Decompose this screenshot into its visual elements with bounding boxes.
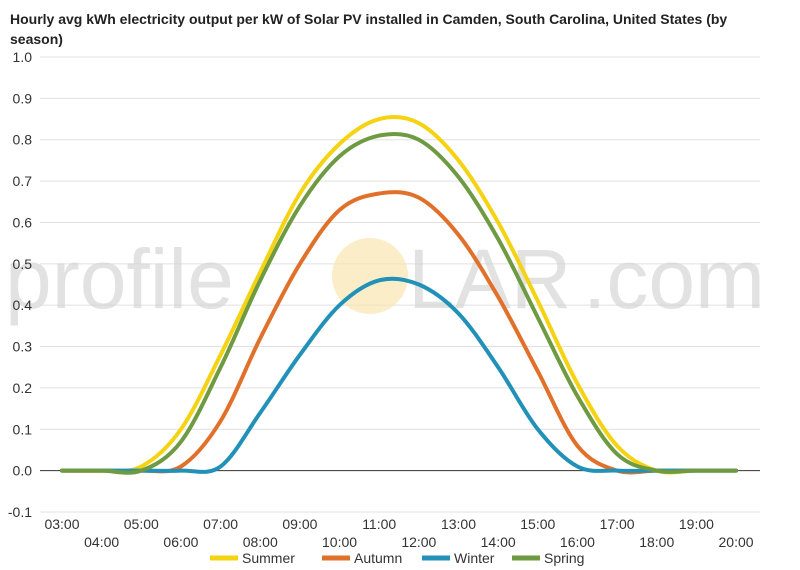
legend-label-winter: Winter [454, 550, 495, 566]
legend: Summer Autumn Winter Spring [210, 550, 584, 566]
x-tick-label: 18:00 [639, 534, 674, 550]
x-tick-label: 17:00 [600, 516, 635, 532]
y-tick-label: 0.8 [13, 132, 33, 148]
series-line-winter [60, 276, 739, 474]
x-tick-label: 14:00 [481, 534, 516, 550]
series-lines [60, 115, 739, 475]
watermark-right: .com [583, 232, 765, 326]
y-axis: 1.0 0.9 0.8 0.7 0.6 0.5 0.4 0.3 0.2 0.1 0.0 -0.1 [8, 49, 32, 520]
y-tick-label: 0.7 [13, 173, 33, 189]
legend-label-autumn: Autumn [354, 550, 402, 566]
x-tick-label: 06:00 [163, 534, 198, 550]
y-tick-label: 0.9 [13, 90, 33, 106]
x-tick-label: 07:00 [203, 516, 238, 532]
y-tick-label: 0.4 [13, 297, 33, 313]
x-tick-label: 12:00 [401, 534, 436, 550]
x-tick-label: 19:00 [679, 516, 714, 532]
y-tick-label: -0.1 [8, 504, 32, 520]
y-tick-label: 0.5 [13, 256, 33, 272]
y-tick-label: 0.2 [13, 380, 33, 396]
x-tick-label: 13:00 [441, 516, 476, 532]
x-tick-label: 04:00 [84, 534, 119, 550]
y-tick-label: 0.1 [13, 421, 33, 437]
x-tick-label: 08:00 [243, 534, 278, 550]
legend-label-spring: Spring [544, 550, 584, 566]
x-tick-label: 09:00 [282, 516, 317, 532]
series-line-spring [60, 131, 739, 475]
x-tick-label: 20:00 [719, 534, 754, 550]
x-tick-label: 05:00 [124, 516, 159, 532]
y-tick-label: 0.6 [13, 214, 33, 230]
legend-label-summer: Summer [242, 550, 295, 566]
y-tick-label: 1.0 [13, 49, 33, 65]
y-tick-label: 0.3 [13, 339, 33, 355]
x-tick-label: 15:00 [520, 516, 555, 532]
chart-title: Hourly avg kWh electricity output per kW… [10, 11, 728, 47]
y-tick-label: 0.0 [13, 463, 33, 479]
watermark-left: profile [5, 232, 234, 326]
x-tick-label: 11:00 [362, 516, 396, 532]
x-tick-label: 03:00 [44, 516, 79, 532]
x-tick-label: 16:00 [560, 534, 595, 550]
series-line-summer [60, 115, 739, 475]
x-tick-label: 10:00 [322, 534, 357, 550]
